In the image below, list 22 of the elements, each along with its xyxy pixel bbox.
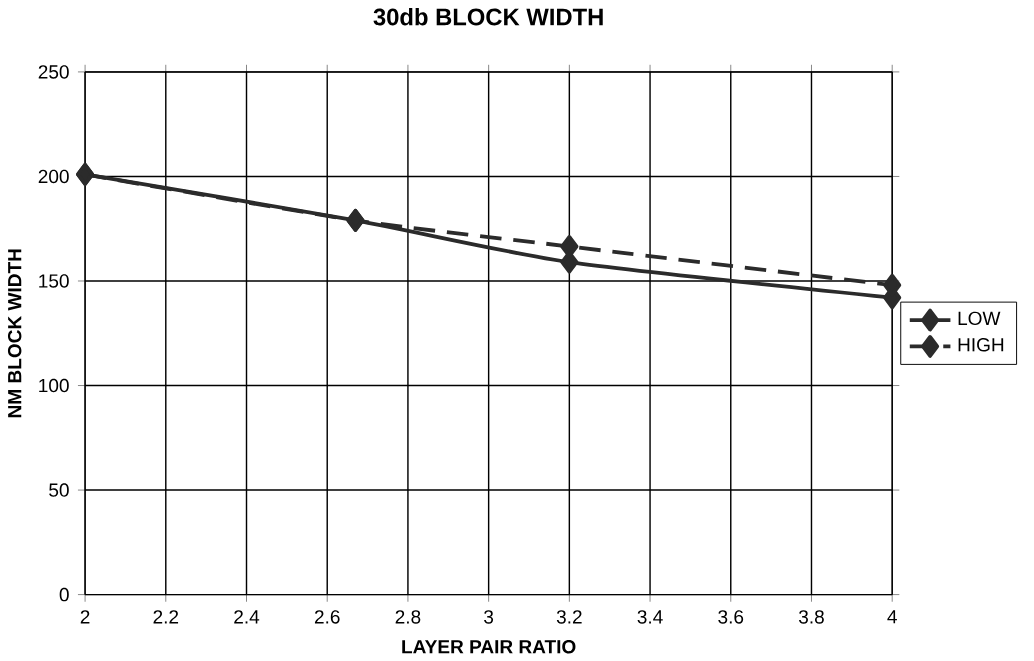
- y-tick-label: 200: [38, 169, 69, 184]
- x-tick-label: 3.6: [718, 609, 744, 624]
- legend-label: LOW: [958, 311, 1001, 325]
- y-tick-label: 100: [39, 378, 69, 393]
- y-tick-label: 250: [38, 65, 69, 79]
- y-tick-label: 0: [59, 587, 69, 602]
- y-tick-label: 150: [39, 274, 69, 288]
- x-tick-label: 3: [484, 609, 494, 624]
- x-tick-label: 4: [887, 609, 897, 624]
- x-tick-label: 2.6: [314, 609, 340, 624]
- x-axis-title: LAYER PAIR RATIO: [402, 639, 576, 654]
- x-tick-label: 2.2: [153, 609, 179, 624]
- x-tick-label: 2: [80, 609, 90, 624]
- chart-title: 30db BLOCK WIDTH: [373, 7, 603, 26]
- x-tick-label: 2.8: [395, 609, 421, 624]
- y-axis-title: NM BLOCK WIDTH: [7, 249, 22, 417]
- legend-label: HIGH: [958, 337, 1004, 352]
- x-tick-label: 3.8: [798, 609, 824, 624]
- x-tick-label: 2.4: [234, 609, 260, 624]
- y-tick-label: 50: [49, 483, 69, 497]
- x-tick-label: 3.4: [637, 609, 663, 624]
- x-tick-label: 3.2: [556, 609, 582, 624]
